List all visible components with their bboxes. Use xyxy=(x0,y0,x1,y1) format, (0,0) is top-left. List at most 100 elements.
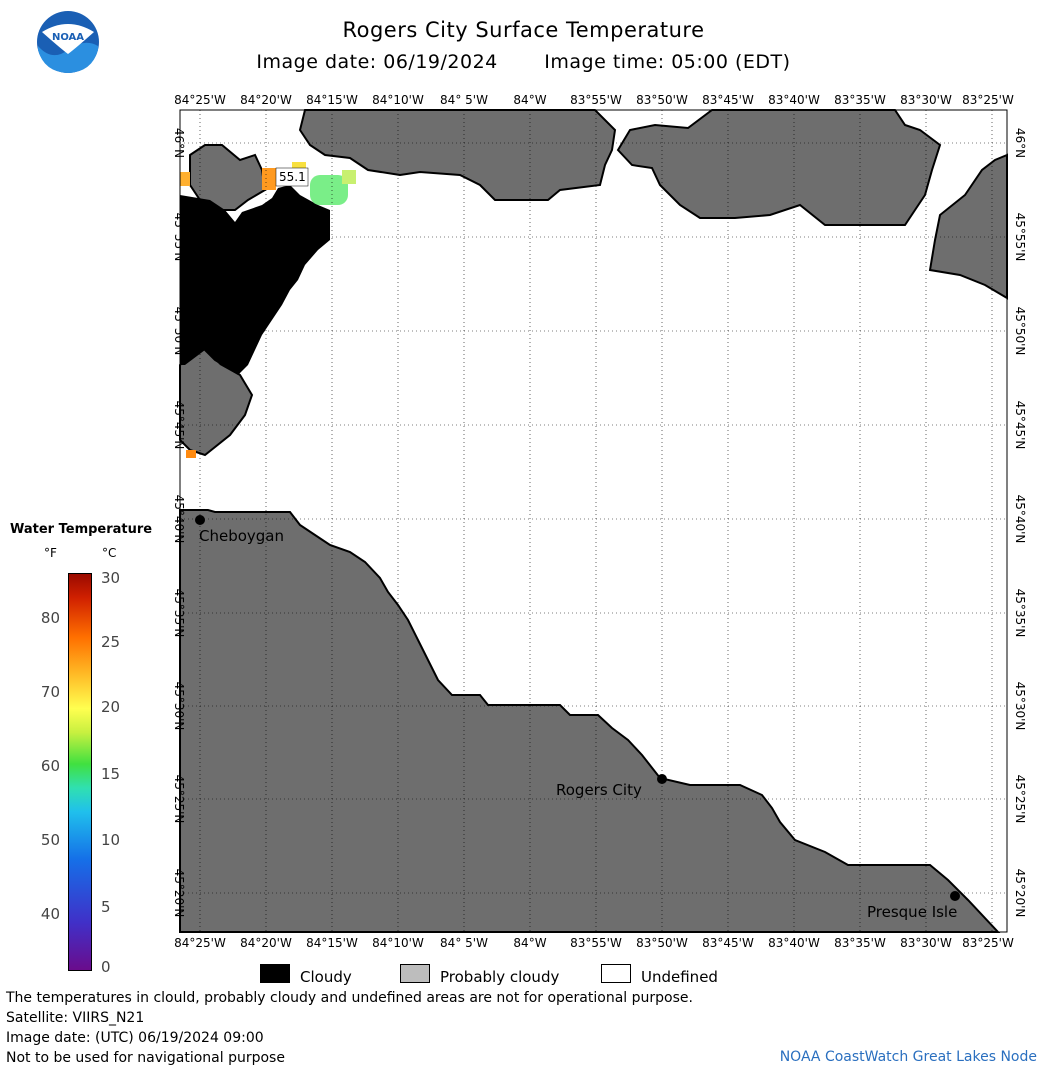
sst-patch-orange xyxy=(262,168,276,190)
svg-text:45°40'N: 45°40'N xyxy=(172,495,186,544)
legend-f-tick: 60 xyxy=(40,757,60,775)
legend-f-tick: 50 xyxy=(40,831,60,849)
sst-patch-green xyxy=(310,175,348,205)
legend-c-tick: 30 xyxy=(101,569,121,587)
city-marker-presque-isle xyxy=(950,891,960,901)
svg-text:84° 5'W: 84° 5'W xyxy=(440,93,488,107)
svg-text:45°20'N: 45°20'N xyxy=(172,869,186,918)
svg-text:84°20'W: 84°20'W xyxy=(240,93,292,107)
city-label-presque-isle: Presque Isle xyxy=(867,903,957,921)
svg-text:84°15'W: 84°15'W xyxy=(306,93,358,107)
key-swatch-probably-cloudy xyxy=(400,964,430,983)
svg-text:45°55'N: 45°55'N xyxy=(1013,213,1027,262)
city-label-rogers-city: Rogers City xyxy=(556,781,642,799)
legend-unit-f: °F xyxy=(44,546,57,560)
svg-text:83°45'W: 83°45'W xyxy=(702,93,754,107)
lon-labels-bottom: 84°25'W 84°20'W 84°15'W 84°10'W 84° 5'W … xyxy=(174,936,1014,950)
noaa-logo-text: NOAA xyxy=(52,32,84,43)
image-time: Image time: 05:00 (EDT) xyxy=(544,51,791,73)
sample-value: 55.1 xyxy=(279,170,306,184)
svg-text:84°W: 84°W xyxy=(513,936,546,950)
legend-c-tick: 0 xyxy=(101,958,111,976)
svg-text:84°25'W: 84°25'W xyxy=(174,93,226,107)
svg-text:83°25'W: 83°25'W xyxy=(962,93,1014,107)
legend-f-tick: 80 xyxy=(40,609,60,627)
lat-labels-right: 46°N 45°55'N 45°50'N 45°45'N 45°40'N 45°… xyxy=(1013,128,1027,918)
svg-text:83°55'W: 83°55'W xyxy=(570,93,622,107)
svg-text:83°35'W: 83°35'W xyxy=(834,93,886,107)
city-label-cheboygan: Cheboygan xyxy=(199,527,284,545)
map-subtitle: Image date: 06/19/2024 Image time: 05:00… xyxy=(0,51,1047,73)
sst-patch-yellow xyxy=(292,162,306,172)
key-swatch-cloudy xyxy=(260,964,290,983)
legend-f-tick: 40 xyxy=(40,905,60,923)
cloud-mask xyxy=(180,185,330,375)
sst-patch-lime xyxy=(342,170,356,184)
credit-text: NOAA CoastWatch Great Lakes Node xyxy=(779,1049,1037,1065)
svg-text:45°40'N: 45°40'N xyxy=(1013,495,1027,544)
sst-patch-west xyxy=(180,172,190,186)
land-north-center xyxy=(298,109,617,201)
svg-text:83°50'W: 83°50'W xyxy=(636,93,688,107)
svg-text:84°10'W: 84°10'W xyxy=(372,936,424,950)
svg-text:83°50'W: 83°50'W xyxy=(636,936,688,950)
svg-text:84°W: 84°W xyxy=(513,93,546,107)
svg-text:84°10'W: 84°10'W xyxy=(372,93,424,107)
svg-text:83°55'W: 83°55'W xyxy=(570,936,622,950)
key-label-probably-cloudy: Probably cloudy xyxy=(440,968,560,986)
svg-text:45°55'N: 45°55'N xyxy=(172,213,186,262)
svg-text:83°35'W: 83°35'W xyxy=(834,936,886,950)
map-title: Rogers City Surface Temperature xyxy=(342,18,705,42)
svg-text:83°40'W: 83°40'W xyxy=(768,93,820,107)
temperature-colorbar xyxy=(68,573,92,971)
key-swatch-undefined xyxy=(601,964,631,983)
svg-text:84°25'W: 84°25'W xyxy=(174,936,226,950)
legend-unit-c: °C xyxy=(102,546,117,560)
navigation-warning: Not to be used for navigational purpose xyxy=(6,1050,285,1066)
svg-text:45°45'N: 45°45'N xyxy=(1013,401,1027,450)
svg-text:84° 5'W: 84° 5'W xyxy=(440,936,488,950)
map-frame xyxy=(179,109,1008,933)
satellite-text: Satellite: VIIRS_N21 xyxy=(6,1010,145,1026)
sample-value-box xyxy=(275,167,309,187)
legend-c-tick: 10 xyxy=(101,831,121,849)
utc-date-text: Image date: (UTC) 06/19/2024 09:00 xyxy=(6,1030,264,1046)
land-south-mainland xyxy=(179,509,1001,933)
svg-text:46°N: 46°N xyxy=(1013,128,1027,158)
disclaimer-text: The temperatures in clould, probably clo… xyxy=(6,990,693,1006)
legend-c-tick: 5 xyxy=(101,898,111,916)
land-north-east xyxy=(616,109,942,226)
lon-labels-top: 84°25'W 84°20'W 84°15'W 84°10'W 84° 5'W … xyxy=(174,93,1014,107)
svg-text:83°45'W: 83°45'W xyxy=(702,936,754,950)
svg-text:46°N: 46°N xyxy=(172,128,186,158)
lat-labels-left: 46°N 45°55'N 45°50'N 45°45'N 45°40'N 45°… xyxy=(172,128,186,918)
svg-text:83°25'W: 83°25'W xyxy=(962,936,1014,950)
svg-text:83°30'W: 83°30'W xyxy=(900,93,952,107)
svg-text:45°45'N: 45°45'N xyxy=(172,401,186,450)
image-date: Image date: 06/19/2024 xyxy=(256,51,498,73)
svg-text:45°25'N: 45°25'N xyxy=(172,775,186,824)
svg-text:45°50'N: 45°50'N xyxy=(1013,307,1027,356)
legend-f-tick: 70 xyxy=(40,683,60,701)
svg-text:45°25'N: 45°25'N xyxy=(1013,775,1027,824)
svg-text:83°40'W: 83°40'W xyxy=(768,936,820,950)
svg-text:45°30'N: 45°30'N xyxy=(1013,682,1027,731)
city-marker-cheboygan xyxy=(195,515,205,525)
svg-text:45°50'N: 45°50'N xyxy=(172,307,186,356)
legend-c-tick: 15 xyxy=(101,765,121,783)
key-label-undefined: Undefined xyxy=(641,968,718,986)
city-marker-rogers-city xyxy=(657,774,667,784)
legend-c-tick: 20 xyxy=(101,698,121,716)
legend-c-tick: 25 xyxy=(101,633,121,651)
land-north-far-east xyxy=(928,153,1008,300)
noaa-logo: NOAA xyxy=(37,11,99,73)
graticule xyxy=(180,110,1007,932)
svg-text:45°20'N: 45°20'N xyxy=(1013,869,1027,918)
key-label-cloudy: Cloudy xyxy=(300,968,352,986)
svg-text:84°20'W: 84°20'W xyxy=(240,936,292,950)
sst-patch-south xyxy=(186,450,196,458)
legend-title: Water Temperature xyxy=(10,522,153,537)
svg-text:84°15'W: 84°15'W xyxy=(306,936,358,950)
svg-text:45°35'N: 45°35'N xyxy=(172,589,186,638)
